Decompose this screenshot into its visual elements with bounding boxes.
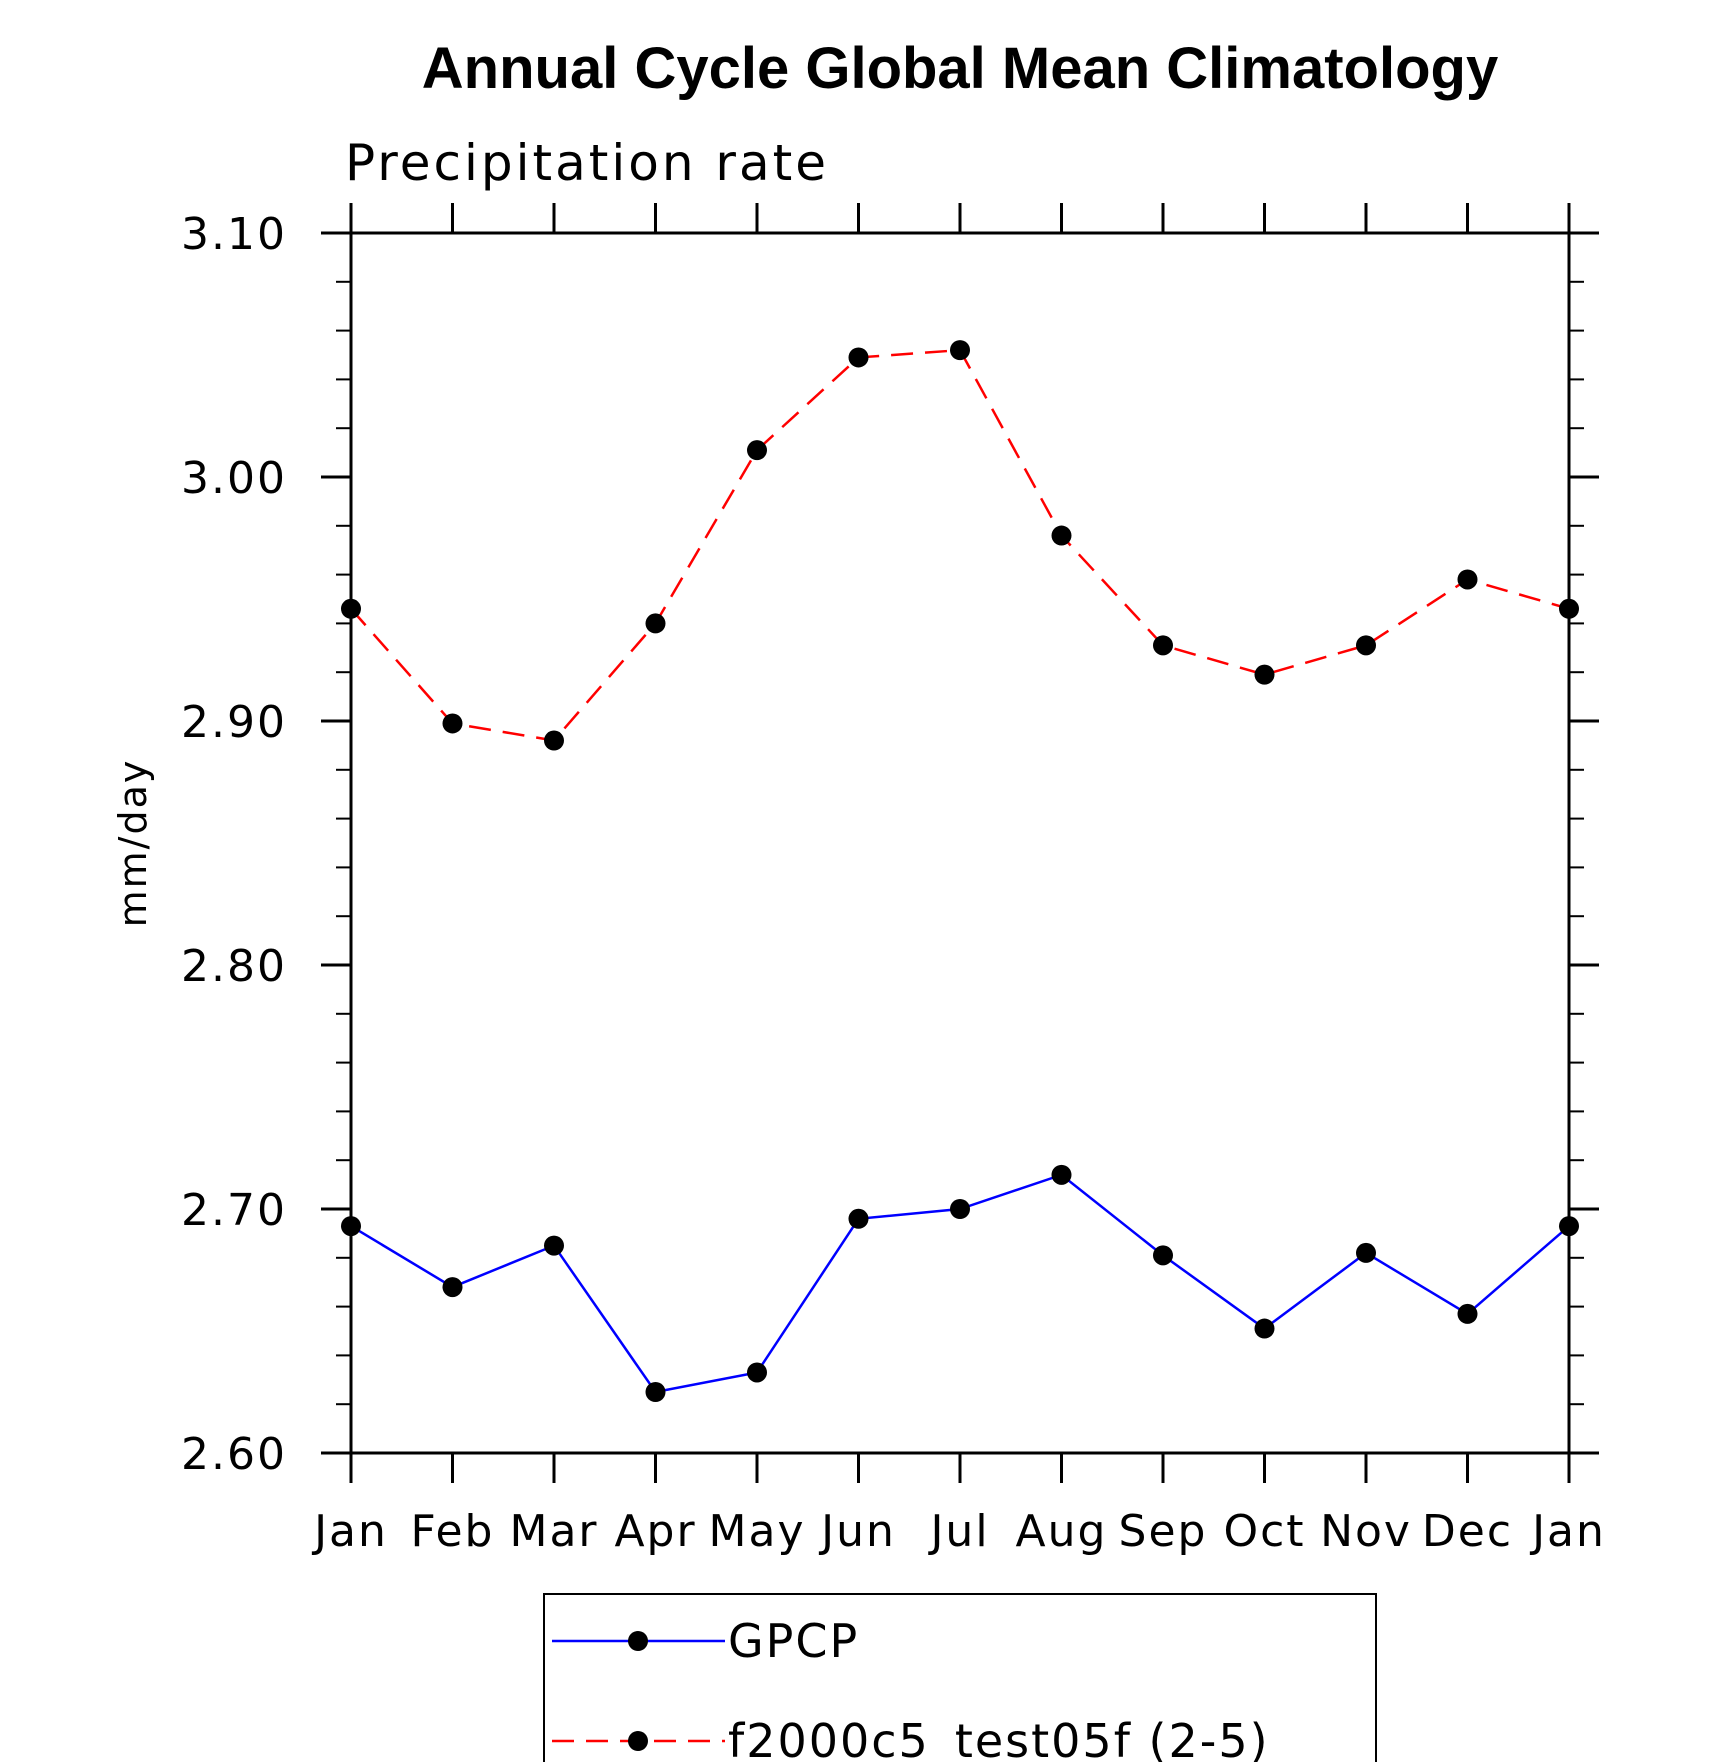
series-1-point: [341, 598, 361, 619]
x-tick-label: Apr: [614, 1506, 696, 1557]
series-0-point: [1153, 1245, 1173, 1266]
series-1-point: [1356, 635, 1376, 656]
legend: GPCP f2000c5_test05f (2-5): [543, 1593, 1377, 1762]
x-tick-label: Oct: [1223, 1506, 1305, 1557]
series-1-point: [1153, 635, 1173, 656]
series-1-point: [1051, 525, 1072, 546]
series-0-point: [442, 1277, 463, 1298]
y-tick-label: 2.70: [181, 1185, 287, 1236]
x-tick-label: Nov: [1320, 1506, 1412, 1557]
series-1-point: [645, 613, 666, 634]
series-line-1: [350, 348, 1570, 742]
series-0-point: [645, 1382, 666, 1402]
series-1-point: [950, 340, 970, 361]
chart-title: Annual Cycle Global Mean Climatology: [422, 36, 1498, 101]
y-tick-label: 2.60: [181, 1429, 287, 1480]
series-0-point: [341, 1216, 361, 1237]
series-1-point: [544, 730, 564, 751]
legend-gpcp-label: GPCP: [728, 1614, 859, 1668]
legend-model-marker: [628, 1731, 648, 1751]
x-tick-label: Mar: [509, 1506, 598, 1557]
y-axis-label: mm/day: [111, 759, 155, 928]
legend-gpcp-marker: [628, 1631, 648, 1651]
x-tick-label: Aug: [1016, 1506, 1108, 1557]
series-1-point: [848, 347, 869, 368]
axis-ticks: [321, 203, 1599, 1483]
series-0-point: [1457, 1303, 1478, 1324]
x-tick-label: Jun: [818, 1506, 896, 1557]
x-tick-label: Feb: [411, 1506, 495, 1557]
y-tick-label: 2.80: [181, 941, 287, 992]
series-1-point: [747, 440, 767, 461]
x-tick-label: Sep: [1119, 1506, 1208, 1557]
y-tick-label: 3.00: [181, 453, 287, 504]
legend-model-label: f2000c5_test05f (2-5): [728, 1714, 1270, 1762]
x-tick-label: Jan: [311, 1506, 388, 1557]
y-tick-label: 3.10: [181, 209, 287, 260]
series-0-point: [1559, 1216, 1579, 1237]
series-0-point: [1356, 1242, 1376, 1263]
series-layer: [341, 340, 1579, 1402]
x-tick-labels: Jan Feb Mar Apr May Jun Jul Aug Sep Oct Nov Dec Jan: [311, 1506, 1606, 1557]
series-0-point: [848, 1208, 869, 1229]
chart-subtitle: Precipitation rate: [345, 134, 829, 192]
plot-frame: [349, 231, 1571, 1455]
y-tick-labels: 2.60 2.70 2.80 2.90 3.00 3.10: [181, 209, 287, 1480]
x-tick-label: May: [709, 1506, 806, 1557]
x-tick-label: Dec: [1422, 1506, 1513, 1557]
x-tick-label: Jul: [927, 1506, 989, 1557]
series-0-point: [950, 1199, 970, 1219]
series-0-point: [747, 1362, 767, 1383]
series-1-point: [1559, 598, 1579, 619]
series-0-point: [1051, 1164, 1072, 1185]
series-1-point: [1457, 569, 1478, 590]
series-0-point: [544, 1235, 564, 1256]
x-tick-label: Jan: [1529, 1506, 1606, 1557]
series-1-point: [1254, 664, 1275, 685]
series-0-point: [1254, 1318, 1275, 1339]
legend-box: [543, 1593, 1377, 1762]
series-1-point: [442, 713, 463, 734]
y-tick-label: 2.90: [181, 697, 287, 748]
